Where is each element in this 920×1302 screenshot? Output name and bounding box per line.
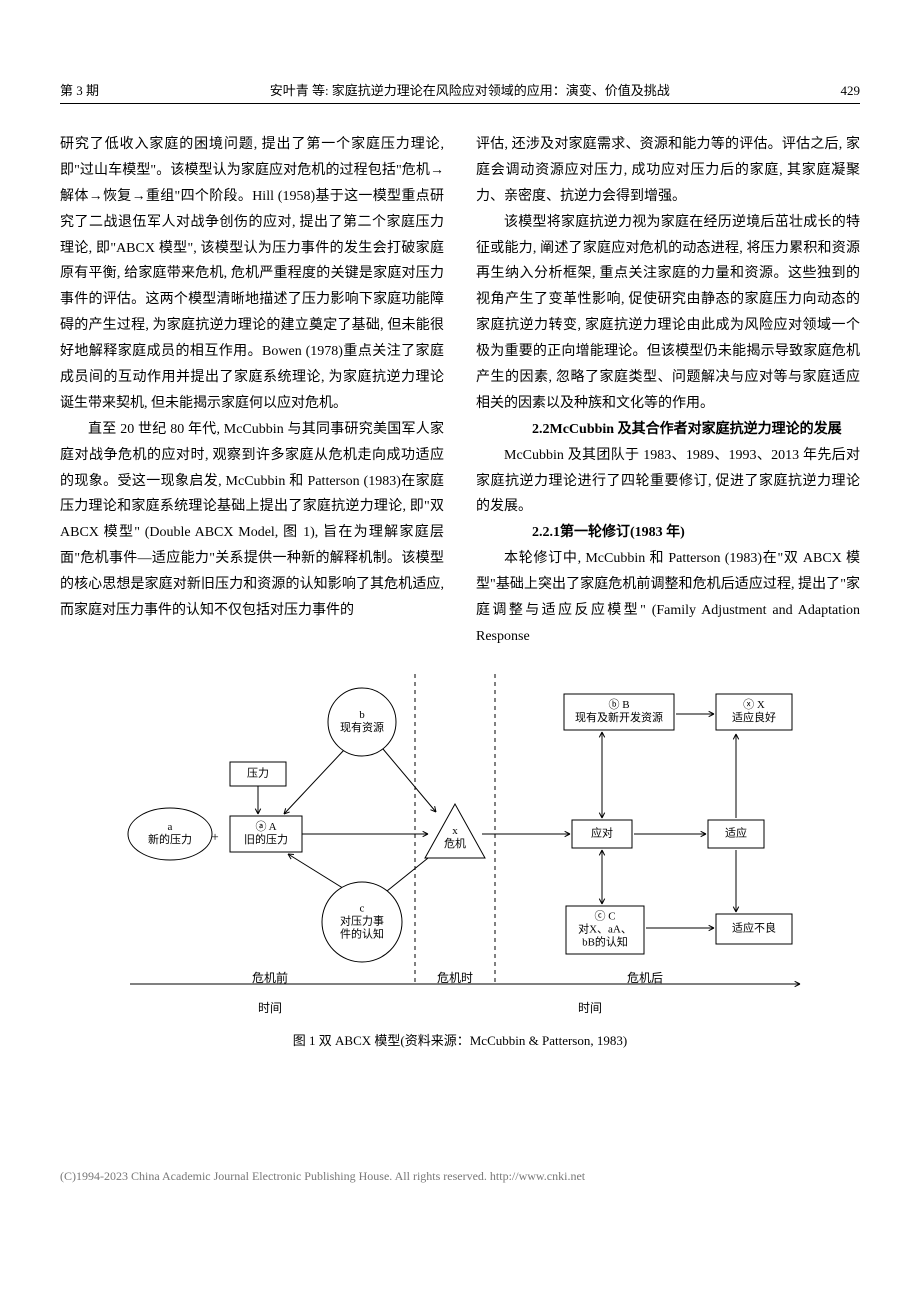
running-title: 安叶青 等: 家庭抗逆力理论在风险应对领域的应用：演变、价值及挑战: [99, 80, 840, 99]
svg-text:件的认知: 件的认知: [340, 926, 384, 940]
svg-text:bB的认知: bB的认知: [582, 934, 628, 948]
right-para-4: 本轮修订中, McCubbin 和 Patterson (1983)在"双 AB…: [476, 546, 860, 650]
issue-label: 第 3 期: [60, 80, 99, 99]
page-header: 第 3 期 安叶青 等: 家庭抗逆力理论在风险应对领域的应用：演变、价值及挑战 …: [60, 80, 860, 104]
left-para-1: 研究了低收入家庭的困境问题, 提出了第一个家庭压力理论, 即"过山车模型"。该模…: [60, 132, 444, 417]
svg-text:ⓐ A: ⓐ A: [255, 820, 276, 833]
right-para-2: 该模型将家庭抗逆力视为家庭在经历逆境后茁壮成长的特征或能力, 阐述了家庭应对危机…: [476, 210, 860, 417]
page-footer: (C)1994-2023 China Academic Journal Elec…: [60, 1169, 860, 1184]
body-columns: 研究了低收入家庭的困境问题, 提出了第一个家庭压力理论, 即"过山车模型"。该模…: [60, 132, 860, 650]
svg-text:适应良好: 适应良好: [732, 710, 776, 724]
svg-text:旧的压力: 旧的压力: [244, 832, 288, 846]
svg-text:对X、aA、: 对X、aA、: [578, 921, 632, 935]
svg-text:现有资源: 现有资源: [340, 720, 384, 734]
figure-1: a新的压力 ⓐ A旧的压力 压力 b现有资源 c对压力事件的认知 x危机 应对 ⓑ B现有及新…: [60, 664, 860, 1049]
sec-2-2-1-num: 2.2.1: [504, 520, 560, 546]
sec-2-2-title: McCubbin 及其合作者对家庭抗逆力理论的发展: [550, 422, 842, 437]
svg-text:+: +: [211, 829, 218, 844]
right-column: 评估, 还涉及对家庭需求、资源和能力等的评估。评估之后, 家庭会调动资源应对压力…: [476, 132, 860, 650]
section-2-2-heading: 2.2McCubbin 及其合作者对家庭抗逆力理论的发展: [476, 417, 860, 443]
svg-text:ⓒ C: ⓒ C: [594, 909, 615, 922]
svg-text:危机: 危机: [444, 836, 466, 850]
figure-1-caption: 图 1 双 ABCX 模型(资料来源：McCubbin & Patterson,…: [60, 1030, 860, 1049]
svg-text:对压力事: 对压力事: [340, 913, 384, 927]
left-column: 研究了低收入家庭的困境问题, 提出了第一个家庭压力理论, 即"过山车模型"。该模…: [60, 132, 444, 650]
svg-text:ⓧ X: ⓧ X: [743, 698, 765, 711]
svg-text:适应不良: 适应不良: [732, 920, 776, 934]
svg-text:压力: 压力: [247, 766, 269, 779]
svg-text:a: a: [168, 821, 173, 833]
svg-text:适应: 适应: [725, 825, 747, 839]
svg-text:危机时: 危机时: [437, 971, 473, 985]
right-para-1: 评估, 还涉及对家庭需求、资源和能力等的评估。评估之后, 家庭会调动资源应对压力…: [476, 132, 860, 210]
svg-text:应对: 应对: [591, 825, 613, 839]
svg-text:时间: 时间: [258, 1001, 282, 1015]
svg-text:ⓑ B: ⓑ B: [608, 698, 629, 711]
sec-2-2-1-title: 第一轮修订(1983 年): [560, 525, 685, 540]
svg-text:x: x: [452, 825, 458, 837]
section-2-2-1-heading: 2.2.1第一轮修订(1983 年): [476, 520, 860, 546]
svg-text:危机前: 危机前: [252, 970, 288, 985]
svg-text:b: b: [359, 709, 365, 721]
svg-text:c: c: [360, 902, 365, 914]
left-para-2: 直至 20 世纪 80 年代, McCubbin 与其同事研究美国军人家庭对战争…: [60, 417, 444, 624]
svg-text:新的压力: 新的压力: [148, 832, 192, 846]
double-abcx-diagram: a新的压力 ⓐ A旧的压力 压力 b现有资源 c对压力事件的认知 x危机 应对 ⓑ B现有及新…: [100, 664, 820, 1024]
svg-text:时间: 时间: [578, 1001, 602, 1015]
right-para-3: McCubbin 及其团队于 1983、1989、1993、2013 年先后对家…: [476, 443, 860, 521]
page-number: 429: [841, 83, 861, 99]
svg-text:危机后: 危机后: [627, 971, 663, 985]
svg-text:现有及新开发资源: 现有及新开发资源: [575, 710, 663, 724]
sec-2-2-num: 2.2: [504, 417, 550, 443]
